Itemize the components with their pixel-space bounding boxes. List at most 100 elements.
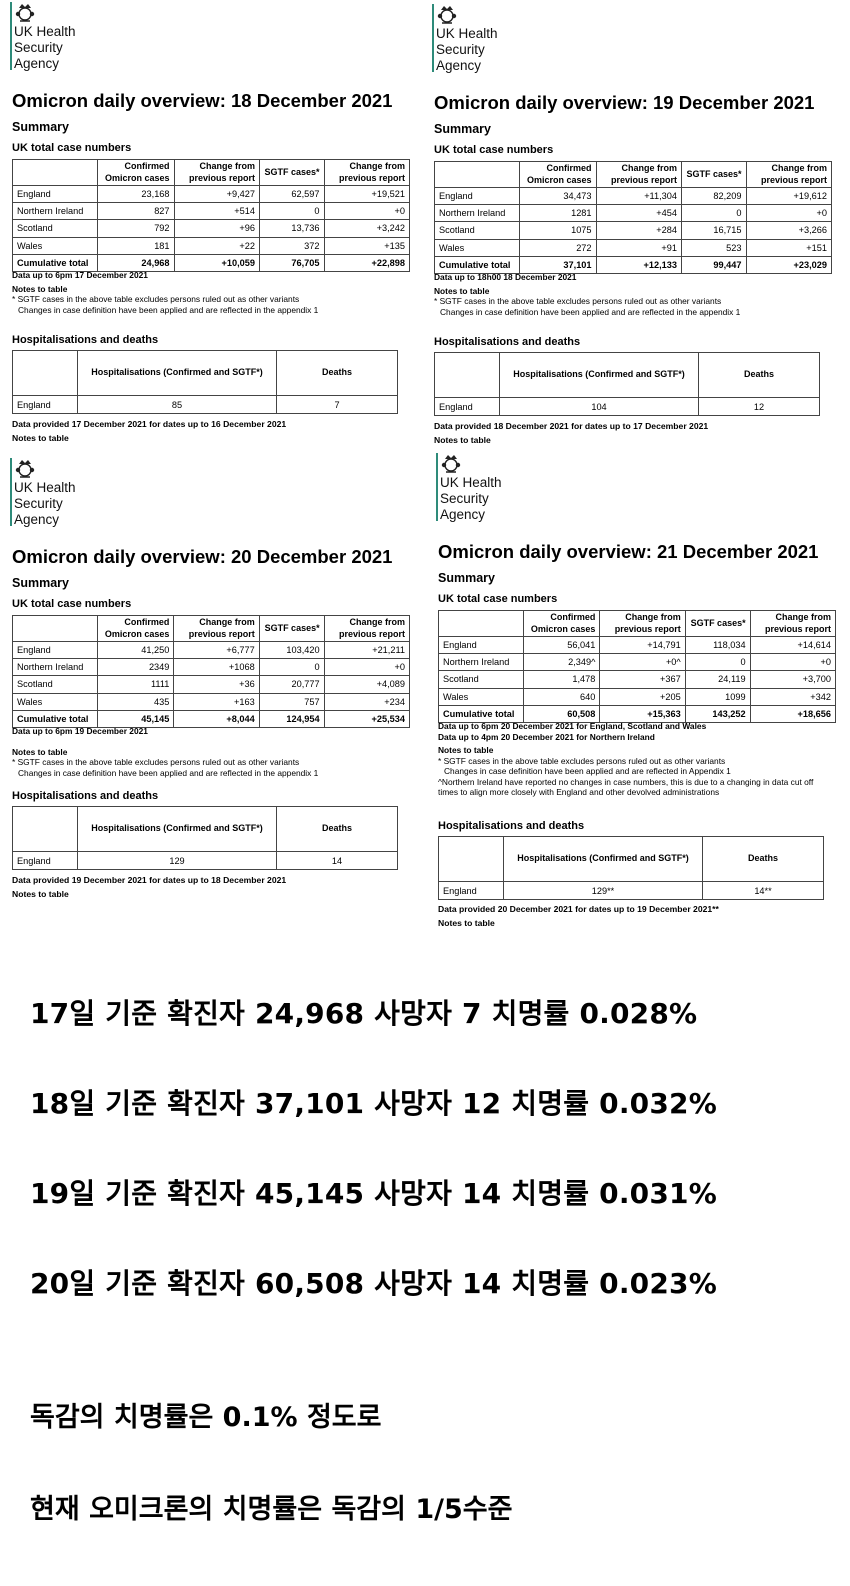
table-row: Northern Ireland 827 +514 0 +0: [12, 202, 411, 221]
hosp-col-hospitalisations: Hospitalisations (Confirmed and SGTF*): [499, 352, 699, 398]
table-cell: +1068: [173, 658, 260, 677]
org-line-3: Agency: [14, 512, 60, 527]
table-header-row: Confirmed Omicron cases Change from prev…: [434, 161, 833, 188]
notes-title: Notes to table: [434, 285, 490, 296]
data-up-to: Data up to 6pm 20 December 2021 for Engl…: [438, 721, 707, 731]
notes-to-table-footer: Notes to table: [12, 889, 69, 899]
org-line-2: Security: [14, 496, 63, 511]
organisation-name: UK Health Security Agency: [436, 26, 498, 74]
data-provided: Data provided 18 December 2021 for dates…: [434, 421, 709, 431]
deaths-count: 14: [276, 851, 398, 870]
note-sgtf: * SGTF cases in the above table excludes…: [12, 757, 300, 767]
table-cell: +12,133: [595, 255, 682, 274]
col-country: [12, 159, 98, 186]
table-header-row: Confirmed Omicron cases Change from prev…: [12, 615, 411, 642]
hosp-row: England 85 7: [12, 395, 398, 414]
note-northern-ireland: ^Northern Ireland have reported no chang…: [438, 776, 814, 798]
hosp-col-deaths: Deaths: [276, 806, 398, 852]
summary-heading: Summary: [438, 571, 495, 585]
table-cell: 62,597: [258, 184, 325, 204]
royal-crest-icon: [436, 4, 458, 26]
report-panel: UK Health Security Agency Omicron daily …: [432, 4, 837, 454]
table-cell: England: [438, 635, 524, 655]
hosp-country: England: [12, 851, 78, 870]
col-change-sgtf: Change from previous report: [323, 615, 411, 642]
note-sgtf: * SGTF cases in the above table excludes…: [12, 294, 300, 304]
table-row: Wales 181 +22 372 +135: [12, 236, 411, 255]
table-row: Cumulative total 45,145 +8,044 124,954 +25,5…: [12, 709, 411, 728]
notes-title: Notes to table: [438, 745, 494, 755]
hosp-country: England: [434, 397, 500, 416]
table-row: Scotland 1111 +36 20,777 +4,089: [12, 675, 411, 694]
report-title: Omicron daily overview: 21 December 2021: [438, 541, 819, 562]
table-cell: 640: [522, 687, 601, 706]
korean-stat-line-3: 19일 기준 확진자 45,145 사망자 14 치명률 0.031%: [30, 1177, 717, 1210]
table-cell: +15,363: [599, 704, 686, 723]
korean-comment-line-1: 독감의 치명률은 0.1% 정도로: [30, 1402, 382, 1433]
table-cell: Cumulative total: [438, 704, 524, 723]
table-cell: +21,211: [323, 640, 411, 660]
table-cell: 82,209: [680, 186, 747, 206]
hosp-count: 104: [499, 397, 699, 416]
table-cell: 60,508: [522, 704, 601, 723]
col-change-sgtf: Change from previous report: [323, 159, 411, 186]
table-cell: 99,447: [680, 255, 747, 274]
table-cell: 272: [518, 238, 597, 257]
table-cell: 45,145: [96, 709, 175, 728]
note-case-definition: Changes in case definition have been app…: [444, 766, 731, 776]
hosp-count: 85: [77, 395, 277, 414]
uk-total-heading: UK total case numbers: [12, 142, 132, 154]
table-cell: 0: [258, 658, 325, 677]
table-cell: +96: [173, 219, 260, 238]
table-cell: 124,954: [258, 709, 325, 728]
table-cell: 23,168: [96, 184, 175, 204]
table-cell: 757: [258, 692, 325, 711]
data-provided: Data provided 20 December 2021 for dates…: [438, 904, 719, 914]
table-cell: 143,252: [684, 704, 751, 723]
case-numbers-table: Confirmed Omicron cases Change from prev…: [12, 159, 411, 272]
table-cell: +0: [745, 204, 833, 223]
hospitalisations-table: Hospitalisations (Confirmed and SGTF*) D…: [434, 352, 820, 416]
note-case-definition: Changes in case definition have been app…: [18, 767, 319, 778]
hosp-col-deaths: Deaths: [702, 836, 824, 882]
table-cell: +25,534: [323, 709, 411, 728]
table-cell: +9,427: [173, 184, 260, 204]
table-cell: Cumulative total: [12, 253, 98, 272]
report-panel: UK Health Security Agency Omicron daily …: [10, 458, 415, 908]
hospitalisations-table: Hospitalisations (Confirmed and SGTF*) D…: [12, 806, 398, 870]
table-cell: 523: [680, 238, 747, 257]
deaths-count: 7: [276, 395, 398, 414]
table-cell: +284: [595, 221, 682, 240]
table-cell: +135: [323, 236, 411, 255]
note-sgtf: * SGTF cases in the above table excludes…: [434, 296, 722, 306]
table-cell: 24,968: [96, 253, 175, 272]
org-line-2: Security: [440, 491, 489, 506]
data-up-to-ni: Data up to 4pm 20 December 2021 for Nort…: [438, 731, 655, 742]
report-title: Omicron daily overview: 19 December 2021: [434, 92, 815, 113]
table-cell: +6,777: [173, 640, 260, 660]
hosp-col-country: [434, 352, 500, 398]
notes-title: Notes to table: [12, 283, 68, 294]
table-cell: 1281: [518, 204, 597, 223]
table-header-row: Confirmed Omicron cases Change from prev…: [12, 159, 411, 186]
organisation-name: UK Health Security Agency: [440, 475, 502, 523]
col-confirmed: Confirmed Omicron cases: [96, 615, 175, 642]
table-row: England 34,473 +11,304 82,209 +19,612: [434, 186, 833, 206]
table-cell: 435: [96, 692, 175, 711]
org-line-3: Agency: [14, 56, 60, 71]
table-row: Northern Ireland 2349 +1068 0 +0: [12, 658, 411, 677]
hospitalisations-heading: Hospitalisations and deaths: [12, 334, 159, 346]
table-row: Cumulative total 60,508 +15,363 143,252 +18,…: [438, 704, 837, 723]
summary-heading: Summary: [12, 576, 69, 590]
table-cell: 1,478: [522, 670, 601, 689]
table-row: England 41,250 +6,777 103,420 +21,211: [12, 640, 411, 660]
notes-block: Data up to 18h00 18 December 2021 Notes …: [434, 272, 740, 317]
org-line-1: UK Health: [14, 480, 76, 495]
hosp-col-deaths: Deaths: [698, 352, 820, 398]
hosp-col-country: [438, 836, 504, 882]
table-cell: +19,612: [745, 186, 833, 206]
table-cell: +454: [595, 204, 682, 223]
table-row: Scotland 1,478 +367 24,119 +3,700: [438, 670, 837, 689]
table-cell: +234: [323, 692, 411, 711]
notes-to-table-footer: Notes to table: [12, 433, 69, 443]
